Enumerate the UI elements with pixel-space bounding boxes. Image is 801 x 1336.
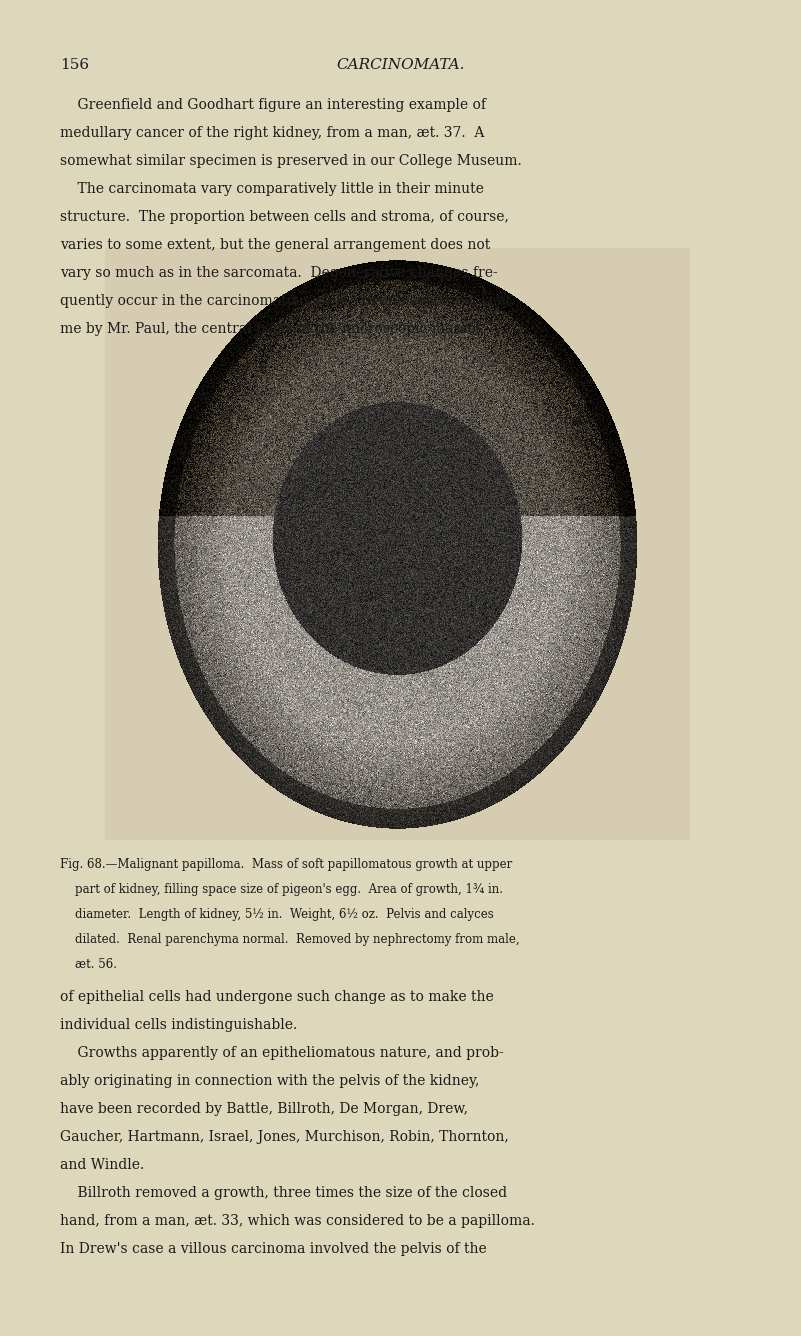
- Text: of epithelial cells had undergone such change as to make the: of epithelial cells had undergone such c…: [60, 990, 493, 1003]
- Text: part of kidney, filling space size of pigeon's egg.  Area of growth, 1¾ in.: part of kidney, filling space size of pi…: [60, 883, 503, 896]
- Text: In Drew's case a villous carcinoma involved the pelvis of the: In Drew's case a villous carcinoma invol…: [60, 1242, 487, 1256]
- Text: and Windle.: and Windle.: [60, 1158, 144, 1172]
- Text: vary so much as in the sarcomata.  Degenerative changes fre-: vary so much as in the sarcomata. Degene…: [60, 266, 497, 281]
- Text: Billroth removed a growth, three times the size of the closed: Billroth removed a growth, three times t…: [60, 1186, 507, 1200]
- Text: medullary cancer of the right kidney, from a man, æt. 37.  A: medullary cancer of the right kidney, fr…: [60, 126, 485, 140]
- Text: have been recorded by Battle, Billroth, De Morgan, Drew,: have been recorded by Battle, Billroth, …: [60, 1102, 468, 1116]
- Text: The carcinomata vary comparatively little in their minute: The carcinomata vary comparatively littl…: [60, 182, 484, 196]
- Text: diameter.  Length of kidney, 5½ in.  Weight, 6½ oz.  Pelvis and calyces: diameter. Length of kidney, 5½ in. Weigh…: [60, 908, 493, 921]
- Text: Fig. 68.—Malignant papilloma.  Mass of soft papillomatous growth at upper: Fig. 68.—Malignant papilloma. Mass of so…: [60, 858, 513, 871]
- Text: Gaucher, Hartmann, Israel, Jones, Murchison, Robin, Thornton,: Gaucher, Hartmann, Israel, Jones, Murchi…: [60, 1130, 509, 1144]
- Text: ably originating in connection with the pelvis of the kidney,: ably originating in connection with the …: [60, 1074, 479, 1088]
- Text: dilated.  Renal parenchyma normal.  Removed by nephrectomy from male,: dilated. Renal parenchyma normal. Remove…: [60, 933, 520, 946]
- Text: 156: 156: [60, 57, 89, 72]
- Text: varies to some extent, but the general arrangement does not: varies to some extent, but the general a…: [60, 238, 490, 253]
- Text: me by Mr. Paul, the central parts of the microscopic masses: me by Mr. Paul, the central parts of the…: [60, 322, 483, 335]
- Text: Greenfield and Goodhart figure an interesting example of: Greenfield and Goodhart figure an intere…: [60, 98, 486, 112]
- Text: quently occur in the carcinomatous cells.  In one specimen sent: quently occur in the carcinomatous cells…: [60, 294, 511, 309]
- Text: somewhat similar specimen is preserved in our College Museum.: somewhat similar specimen is preserved i…: [60, 154, 521, 168]
- Text: hand, from a man, æt. 33, which was considered to be a papilloma.: hand, from a man, æt. 33, which was cons…: [60, 1214, 535, 1228]
- Text: CARCINOMATA.: CARCINOMATA.: [336, 57, 465, 72]
- Text: structure.  The proportion between cells and stroma, of course,: structure. The proportion between cells …: [60, 210, 509, 224]
- Text: individual cells indistinguishable.: individual cells indistinguishable.: [60, 1018, 297, 1031]
- Text: Growths apparently of an epitheliomatous nature, and prob-: Growths apparently of an epitheliomatous…: [60, 1046, 504, 1059]
- Text: æt. 56.: æt. 56.: [60, 958, 117, 971]
